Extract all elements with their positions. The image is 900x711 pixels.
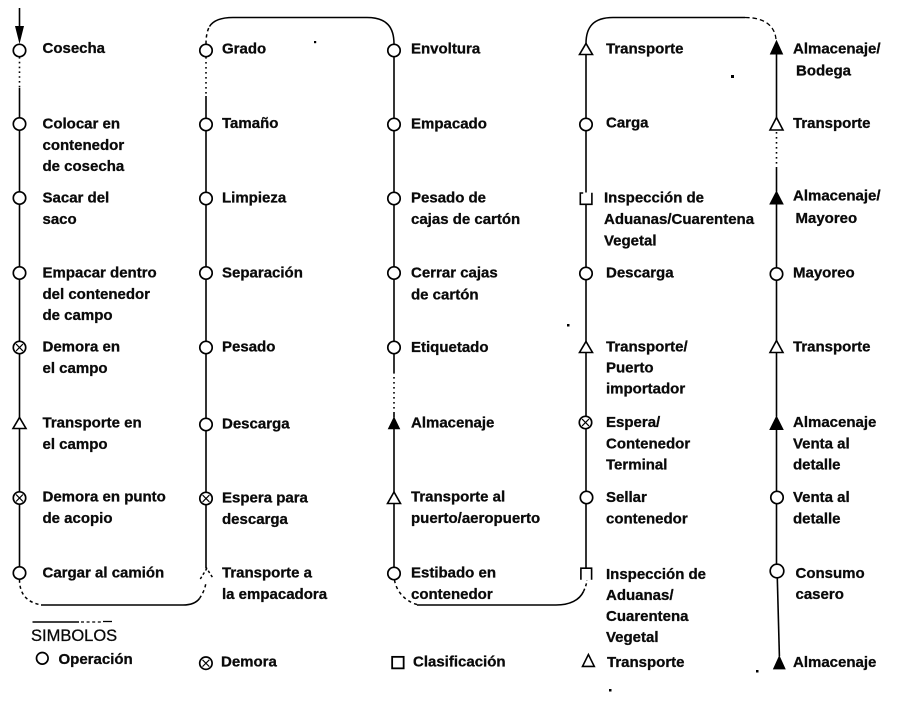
svg-text:del contenedor: del contenedor xyxy=(43,286,151,303)
svg-text:Cuarentena: Cuarentena xyxy=(606,608,689,625)
svg-text:Demora en punto: Demora en punto xyxy=(43,489,166,506)
svg-text:casero: casero xyxy=(796,586,844,603)
svg-text:Cerrar cajas: Cerrar cajas xyxy=(411,265,498,282)
svg-text:Espera para: Espera para xyxy=(222,490,309,507)
svg-text:Transporte/: Transporte/ xyxy=(606,339,689,356)
svg-text:cajas de cartón: cajas de cartón xyxy=(411,211,520,228)
svg-text:Venta al: Venta al xyxy=(793,489,850,506)
svg-text:de cosecha: de cosecha xyxy=(43,158,125,175)
svg-text:Descarga: Descarga xyxy=(222,416,290,433)
svg-text:Almacenaje/: Almacenaje/ xyxy=(793,188,881,205)
svg-text:el campo: el campo xyxy=(43,436,108,453)
svg-text:Etiquetado: Etiquetado xyxy=(411,339,489,356)
svg-text:Operación: Operación xyxy=(59,651,133,668)
svg-text:Transporte a: Transporte a xyxy=(222,565,313,582)
svg-text:Limpieza: Limpieza xyxy=(222,190,287,207)
svg-text:Vegetal: Vegetal xyxy=(604,233,657,250)
svg-text:SIMBOLOS: SIMBOLOS xyxy=(31,627,117,645)
svg-text:Espera/: Espera/ xyxy=(606,414,661,431)
svg-text:Almacenaje: Almacenaje xyxy=(793,414,876,431)
svg-text:Almacenaje: Almacenaje xyxy=(793,654,876,671)
svg-text:Transporte: Transporte xyxy=(793,115,871,132)
svg-text:contenedor: contenedor xyxy=(606,511,688,528)
svg-text:Pesado de: Pesado de xyxy=(411,190,486,207)
svg-text:de cartón: de cartón xyxy=(411,287,479,304)
svg-text:Separación: Separación xyxy=(222,265,303,282)
svg-text:Envoltura: Envoltura xyxy=(411,41,481,58)
svg-text:Transporte: Transporte xyxy=(793,339,871,356)
svg-text:Pesado: Pesado xyxy=(222,339,275,356)
svg-text:Descarga: Descarga xyxy=(606,265,674,282)
svg-text:Mayoreo: Mayoreo xyxy=(793,265,855,282)
svg-text:de acopio: de acopio xyxy=(43,510,113,527)
svg-text:Grado: Grado xyxy=(222,41,266,58)
svg-text:contenedor: contenedor xyxy=(411,586,493,603)
svg-text:Bodega: Bodega xyxy=(796,63,852,80)
svg-text:Demora en: Demora en xyxy=(43,339,121,356)
svg-text:Cosecha: Cosecha xyxy=(43,40,106,57)
svg-text:Puerto: Puerto xyxy=(606,360,654,377)
svg-text:Transporte: Transporte xyxy=(606,41,684,58)
svg-text:Consumo: Consumo xyxy=(796,565,865,582)
svg-text:Contenedor: Contenedor xyxy=(606,436,690,453)
svg-text:importador: importador xyxy=(606,381,685,398)
svg-text:Transporte en: Transporte en xyxy=(43,415,142,432)
svg-text:Inspección de: Inspección de xyxy=(606,566,706,583)
svg-text:Aduanas/: Aduanas/ xyxy=(606,587,674,604)
svg-text:Empacar dentro: Empacar dentro xyxy=(43,265,157,282)
svg-text:de campo: de campo xyxy=(43,307,113,324)
svg-text:Cargar al camión: Cargar al camión xyxy=(43,565,165,582)
svg-text:la empacadora: la empacadora xyxy=(222,586,328,603)
svg-text:saco: saco xyxy=(43,211,77,228)
svg-text:Demora: Demora xyxy=(221,654,278,671)
svg-text:Vegetal: Vegetal xyxy=(606,629,659,646)
svg-text:Venta al: Venta al xyxy=(793,436,850,453)
svg-text:contenedor: contenedor xyxy=(43,137,125,154)
svg-text:Almacenaje/: Almacenaje/ xyxy=(793,41,881,58)
svg-text:Empacado: Empacado xyxy=(411,116,487,133)
svg-text:Estibado en: Estibado en xyxy=(411,565,496,582)
svg-text:Mayoreo: Mayoreo xyxy=(796,210,858,227)
svg-text:Aduanas/Cuarentena: Aduanas/Cuarentena xyxy=(604,211,755,228)
svg-text:Transporte: Transporte xyxy=(607,654,685,671)
svg-text:detalle: detalle xyxy=(793,511,841,528)
svg-text:Colocar en: Colocar en xyxy=(43,116,121,133)
svg-text:Inspección de: Inspección de xyxy=(604,190,704,207)
svg-text:Transporte al: Transporte al xyxy=(411,489,505,506)
svg-text:Tamaño: Tamaño xyxy=(222,115,278,132)
svg-text:puerto/aeropuerto: puerto/aeropuerto xyxy=(411,510,540,527)
svg-text:el campo: el campo xyxy=(43,360,108,377)
svg-text:Terminal: Terminal xyxy=(606,457,667,474)
svg-text:Sellar: Sellar xyxy=(606,489,647,506)
svg-text:Almacenaje: Almacenaje xyxy=(411,415,494,432)
svg-text:descarga: descarga xyxy=(222,511,289,528)
svg-text:detalle: detalle xyxy=(793,457,841,474)
svg-text:Sacar del: Sacar del xyxy=(43,190,110,207)
svg-text:Carga: Carga xyxy=(606,115,649,132)
svg-text:Clasificación: Clasificación xyxy=(413,654,506,671)
